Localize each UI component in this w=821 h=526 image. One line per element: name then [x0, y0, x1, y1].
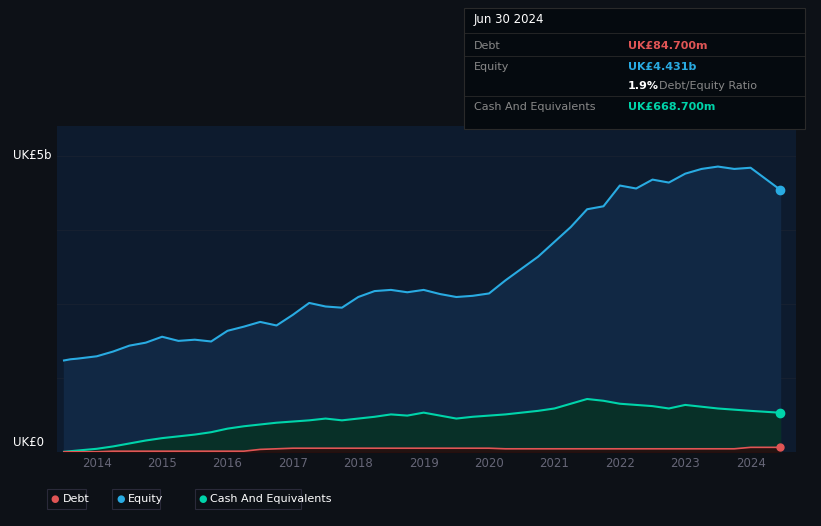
Text: Equity: Equity: [128, 493, 163, 504]
Text: Debt: Debt: [62, 493, 89, 504]
Text: ●: ●: [199, 493, 207, 504]
Text: UK£84.700m: UK£84.700m: [628, 41, 708, 51]
Text: Cash And Equivalents: Cash And Equivalents: [210, 493, 332, 504]
Text: Jun 30 2024: Jun 30 2024: [474, 13, 544, 26]
Text: UK£4.431b: UK£4.431b: [628, 62, 696, 72]
Text: 1.9%: 1.9%: [628, 80, 659, 91]
Text: UK£5b: UK£5b: [13, 149, 52, 163]
Text: ●: ●: [51, 493, 59, 504]
Text: UK£668.700m: UK£668.700m: [628, 102, 715, 112]
Text: Equity: Equity: [474, 62, 509, 72]
Text: Debt/Equity Ratio: Debt/Equity Ratio: [659, 80, 757, 91]
Text: Cash And Equivalents: Cash And Equivalents: [474, 102, 595, 112]
Text: Debt: Debt: [474, 41, 501, 51]
Text: ●: ●: [117, 493, 125, 504]
Text: UK£0: UK£0: [13, 436, 44, 449]
